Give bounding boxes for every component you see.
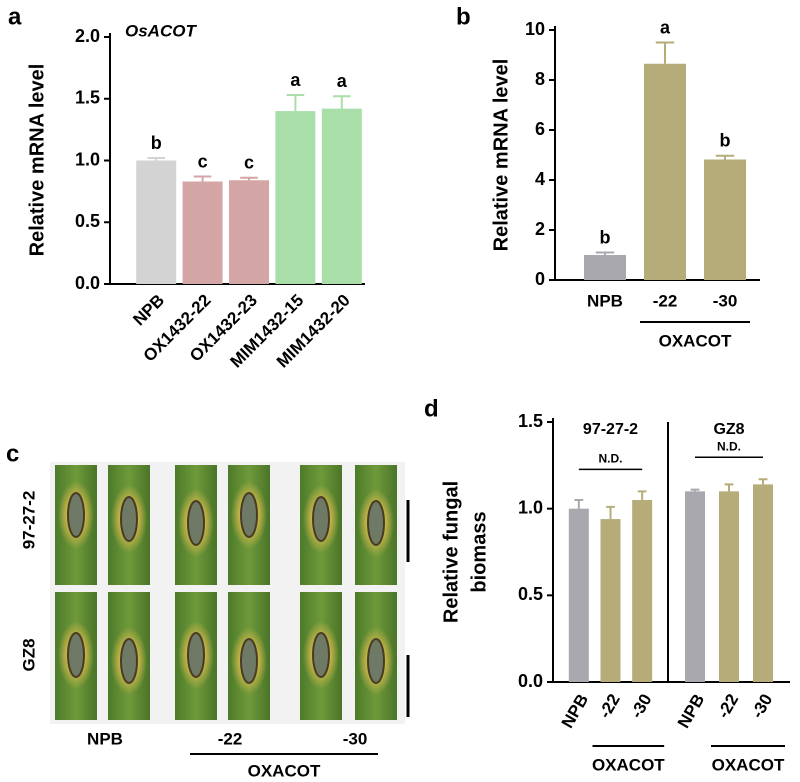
error-bar [606,505,615,520]
significance-label: a [337,71,348,91]
y-tick-label: 4 [535,169,545,189]
lesion [367,500,385,546]
error-bar [286,94,305,112]
bar [229,180,269,284]
lesion [187,500,205,546]
y-tick-label: 0 [535,269,545,289]
significance-label: b [600,227,611,247]
panel-label: c [6,440,19,467]
lesion [120,496,138,542]
x-tick-label: -30 [748,691,777,722]
error-bar [690,488,700,492]
error-bar [147,157,165,161]
bar [632,500,653,682]
bar [275,111,316,284]
bar [136,160,177,284]
lesion [67,632,85,678]
y-tick-label: 0.0 [75,273,100,293]
y-tick-label: 1.5 [518,411,543,431]
bar [321,108,362,284]
y-tick-label: 2.0 [75,26,100,46]
bar [644,63,686,280]
significance-label: a [660,17,671,37]
x-tick-label: -30 [627,691,656,722]
significance-label: c [198,151,208,171]
group-label: OXACOT [248,761,321,780]
row-label: 97-27-2 [19,491,38,550]
y-axis-label: Relative mRNA level [490,59,512,252]
group-label: OXACOT [712,755,785,774]
y-tick-label: 0.5 [75,211,100,231]
group-label: OXACOT [659,331,732,350]
significance-label: a [290,70,301,90]
significance-label: b [720,131,731,151]
y-axis-label: Relative mRNA level [26,64,48,257]
bar [685,491,705,682]
x-tick-label: -22 [714,691,743,722]
bar [182,181,223,284]
y-tick-label: 1.5 [75,88,100,108]
bar [600,519,621,682]
error-bar [724,483,734,492]
chart-title: OsACOT [125,21,197,40]
y-tick-label: 6 [535,119,545,139]
y-tick-label: 1.0 [75,149,100,169]
bar [584,255,626,280]
bracket-label: N.D. [717,439,741,453]
leaf-photos [50,462,410,724]
y-axis-label: biomass [468,511,490,592]
column-label: NPB [87,729,123,748]
x-tick-label: -22 [595,691,624,722]
lesion [67,492,85,538]
group-label: OXACOT [592,755,665,774]
error-bar [715,154,735,160]
x-tick-label: -22 [653,291,678,310]
lesion [312,632,330,678]
bracket-label: N.D. [599,452,623,466]
column-label: -30 [343,729,368,748]
facet-title: 97-27-2 [583,421,638,438]
bar [753,484,773,682]
significance-label: c [244,153,254,173]
bar [568,508,589,682]
significance-label: b [151,133,162,153]
lesion [187,632,205,678]
x-tick-label: -30 [713,291,738,310]
error-bar [637,490,647,500]
y-tick-label: 1.0 [518,497,543,517]
error-bar [240,176,258,181]
lesion [367,638,385,684]
x-tick-label: NPB [558,691,592,732]
lesion [312,496,330,542]
panel-label: b [456,3,471,30]
y-axis-label: Relative fungal [440,481,462,623]
y-tick-label: 8 [535,69,545,89]
error-bar [193,175,212,182]
y-tick-label: 10 [525,19,545,39]
row-label: GZ8 [19,638,38,671]
panel-label: d [424,395,439,422]
error-bar [595,251,615,255]
panel-label: a [8,3,22,30]
lesion [240,492,258,538]
y-tick-label: 2 [535,219,545,239]
facet-title: GZ8 [713,421,744,438]
error-bar [655,41,675,64]
lesion [120,638,138,684]
bar [719,491,739,682]
lesion [240,638,258,684]
x-tick-label: NPB [129,291,168,330]
y-tick-label: 0.5 [518,584,543,604]
error-bar [333,95,351,109]
bar [704,159,746,280]
error-bar [574,499,584,509]
x-tick-label: NPB [674,691,708,732]
error-bar [758,478,768,485]
x-tick-label: NPB [587,291,623,310]
column-label: -22 [218,729,243,748]
y-tick-label: 0.0 [518,671,543,691]
